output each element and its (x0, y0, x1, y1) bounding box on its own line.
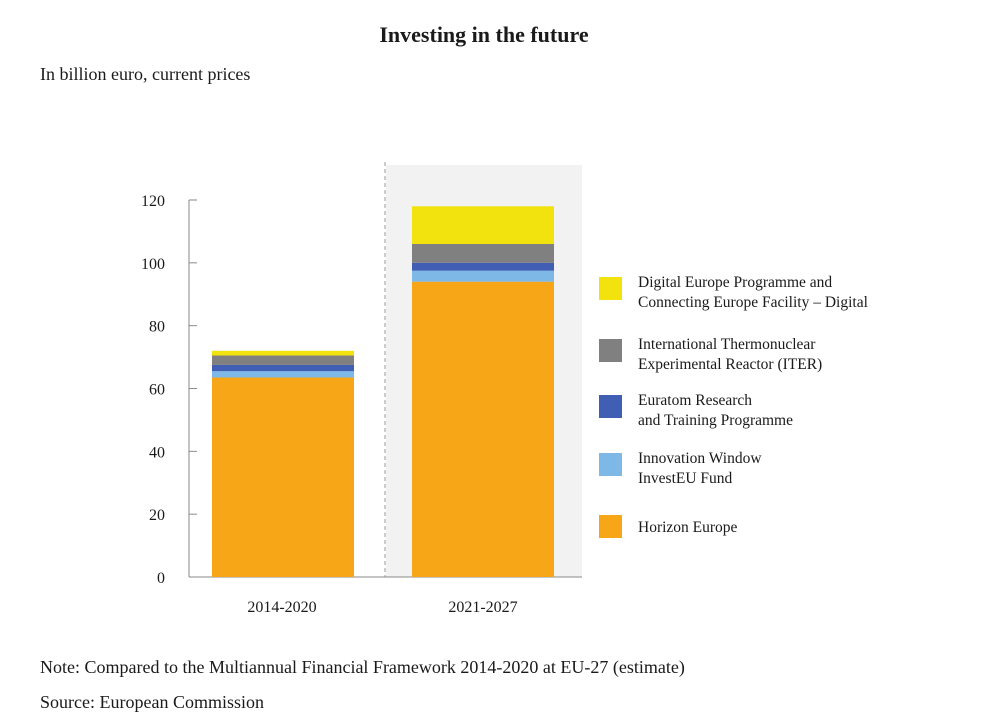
legend-label: and Training Programme (638, 412, 793, 429)
legend-swatch (599, 453, 622, 476)
bar-segment-2014-2020-0 (212, 377, 354, 577)
bar-segment-2014-2020-1 (212, 371, 354, 378)
bar-segment-2021-2027-0 (412, 281, 554, 577)
legend-label: Digital Europe Programme and (638, 274, 832, 291)
bar-segment-2014-2020-4 (212, 350, 354, 356)
y-tick-label: 100 (141, 256, 165, 273)
x-category-label: 2021-2027 (448, 599, 517, 616)
bar-segment-2021-2027-4 (412, 206, 554, 244)
chart-note: Note: Compared to the Multiannual Financ… (40, 657, 685, 677)
chart-title: Investing in the future (379, 22, 589, 47)
bar-segment-2021-2027-3 (412, 243, 554, 263)
y-tick-label: 0 (157, 570, 165, 587)
legend-label: Innovation Window (638, 450, 762, 467)
legend-label: Euratom Research (638, 392, 752, 409)
bar-segment-2014-2020-2 (212, 364, 354, 372)
legend-swatch (599, 515, 622, 538)
x-category-label: 2014-2020 (247, 599, 316, 616)
legend-swatch (599, 339, 622, 362)
legend-label: InvestEU Fund (638, 470, 733, 487)
bar-segment-2014-2020-3 (212, 355, 354, 365)
chart-source: Source: European Commission (40, 692, 264, 712)
legend-label: Experimental Reactor (ITER) (638, 356, 822, 373)
y-tick-label: 60 (149, 382, 165, 399)
y-tick-label: 40 (149, 444, 165, 461)
legend-label: Connecting Europe Facility – Digital (638, 294, 868, 311)
legend-swatch (599, 277, 622, 300)
bar-segment-2021-2027-2 (412, 262, 554, 271)
bar-segment-2021-2027-1 (412, 270, 554, 282)
legend-swatch (599, 395, 622, 418)
legend-label: International Thermonuclear (638, 336, 816, 353)
y-tick-label: 120 (141, 193, 165, 210)
y-tick-label: 20 (149, 507, 165, 524)
legend-label: Horizon Europe (638, 519, 738, 536)
chart-subtitle: In billion euro, current prices (40, 64, 251, 84)
y-tick-label: 80 (149, 319, 165, 336)
